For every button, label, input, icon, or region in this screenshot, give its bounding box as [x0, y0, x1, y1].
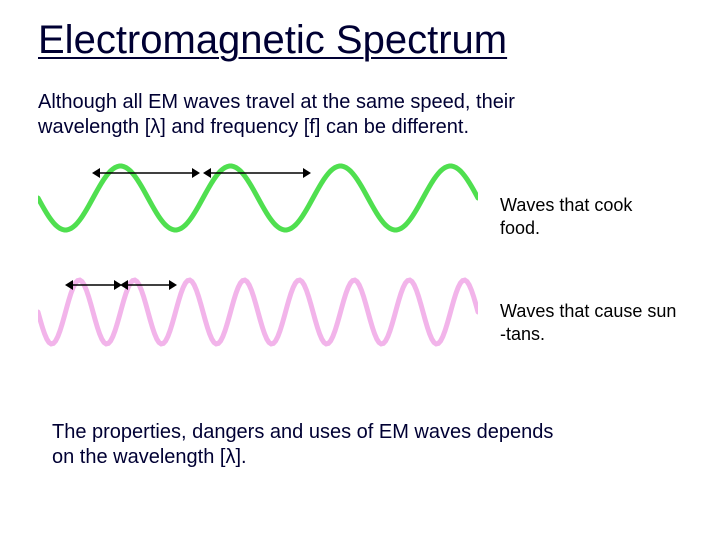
intro-line-1: Although all EM waves travel at the same… — [38, 91, 515, 113]
wave-1 — [38, 272, 478, 352]
wave-0 — [38, 158, 478, 238]
wave-label-1-line1: Waves that cause sun — [500, 301, 676, 321]
footer-text: The properties, dangers and uses of EM w… — [52, 420, 553, 470]
wave-label-0-line1: Waves that cook — [500, 195, 632, 215]
wave-label-0: Waves that cook food. — [500, 194, 632, 239]
intro-text: Although all EM waves travel at the same… — [38, 90, 515, 140]
wave-svg-1 — [38, 272, 478, 352]
footer-line-1: The properties, dangers and uses of EM w… — [52, 421, 553, 443]
wave-svg-0 — [38, 158, 478, 238]
wave-label-1: Waves that cause sun -tans. — [500, 300, 676, 345]
page-title: Electromagnetic Spectrum — [38, 18, 507, 63]
footer-line-2: on the wavelength [λ]. — [52, 446, 247, 468]
wave-label-0-line2: food. — [500, 218, 540, 238]
intro-line-2: wavelength [λ] and frequency [f] can be … — [38, 116, 469, 138]
wave-label-1-line2: -tans. — [500, 324, 545, 344]
